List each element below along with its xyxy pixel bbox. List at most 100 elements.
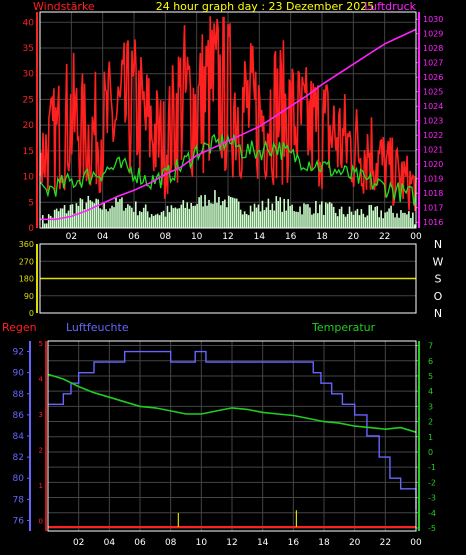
gust-bar bbox=[140, 212, 143, 228]
gust-bar bbox=[162, 210, 165, 228]
gust-bar bbox=[214, 190, 216, 228]
gust-bar bbox=[75, 203, 78, 228]
humidity-tick-label: 84 bbox=[13, 432, 25, 442]
gust-bar bbox=[156, 213, 159, 228]
gust-bar bbox=[105, 209, 107, 228]
gust-bar bbox=[305, 204, 307, 228]
pressure-tick-label: 1019 bbox=[423, 175, 443, 184]
humidity-tick-label: 80 bbox=[13, 474, 25, 484]
gust-bar bbox=[366, 215, 369, 228]
gust-bar bbox=[374, 206, 377, 228]
rain-tick-label: 5 bbox=[39, 340, 43, 348]
gust-bar bbox=[414, 224, 416, 228]
gust-bar bbox=[63, 205, 66, 228]
gust-bar bbox=[247, 215, 250, 228]
gust-bar bbox=[311, 214, 313, 228]
gust-bar bbox=[293, 211, 295, 228]
gust-bar bbox=[356, 208, 359, 228]
rain-tick-label: 0 bbox=[39, 517, 43, 525]
gust-bar bbox=[390, 205, 392, 228]
wind-axis-title: Windstärke bbox=[33, 0, 95, 13]
gust-bar bbox=[138, 211, 141, 228]
gust-bar bbox=[364, 217, 367, 228]
temperature-tick-label: -1 bbox=[428, 463, 436, 472]
time-tick-label: 20 bbox=[349, 538, 361, 548]
time-tick-label: 10 bbox=[196, 538, 208, 548]
pressure-tick-label: 1017 bbox=[423, 204, 443, 213]
gust-bar bbox=[400, 210, 402, 228]
wind-tick-label: 30 bbox=[23, 70, 35, 80]
direction-tick-label: 0 bbox=[29, 309, 34, 318]
gust-bar bbox=[115, 196, 117, 228]
humidity-panel-frame bbox=[47, 340, 417, 532]
gust-bar bbox=[358, 215, 361, 228]
temperature-tick-label: -3 bbox=[428, 494, 436, 503]
rain-axis-title: Regen bbox=[2, 321, 37, 334]
gust-bar bbox=[344, 216, 347, 228]
time-tick-label: 14 bbox=[254, 232, 266, 242]
pressure-tick-label: 1024 bbox=[423, 102, 443, 111]
gust-bar bbox=[317, 213, 319, 228]
gust-bar bbox=[241, 214, 244, 228]
gust-bar bbox=[257, 204, 260, 228]
gust-bar bbox=[174, 207, 177, 228]
time-tick-label: 18 bbox=[318, 538, 330, 548]
gust-bar bbox=[336, 216, 339, 228]
gust-bar bbox=[322, 214, 325, 228]
gust-bar bbox=[350, 211, 353, 228]
gust-bar bbox=[404, 212, 406, 228]
gust-bar bbox=[196, 204, 198, 228]
gust-bar bbox=[83, 209, 86, 228]
gust-bar bbox=[229, 197, 232, 228]
gust-bar bbox=[194, 205, 196, 228]
gust-bar bbox=[269, 209, 272, 228]
gust-bar bbox=[291, 204, 293, 228]
gust-bar bbox=[315, 200, 317, 228]
rain-tick-label: 4 bbox=[39, 376, 44, 384]
gust-bar bbox=[49, 215, 52, 228]
compass-label: N bbox=[434, 238, 442, 251]
wind-tick-label: 5 bbox=[28, 198, 34, 208]
gust-bar bbox=[158, 215, 161, 228]
gust-bar bbox=[372, 210, 375, 228]
gust-bar bbox=[113, 207, 115, 228]
pressure-tick-label: 1021 bbox=[423, 146, 443, 155]
time-tick-label: 02 bbox=[66, 232, 77, 242]
gust-bar bbox=[142, 207, 145, 228]
gust-bar bbox=[368, 205, 371, 228]
gust-bar bbox=[97, 199, 99, 228]
gust-bar bbox=[188, 208, 191, 228]
gust-bar bbox=[136, 215, 139, 228]
gust-bar bbox=[176, 208, 179, 228]
gust-bar bbox=[101, 209, 103, 228]
gust-bar bbox=[243, 211, 246, 228]
gust-bar bbox=[255, 207, 258, 228]
wind-tick-label: 35 bbox=[23, 44, 34, 54]
gust-bar bbox=[144, 204, 147, 228]
pressure-tick-label: 1026 bbox=[423, 73, 443, 82]
gust-bar bbox=[338, 209, 341, 228]
pressure-line bbox=[40, 28, 417, 221]
gust-bar bbox=[81, 199, 84, 228]
wind-tick-label: 0 bbox=[28, 224, 34, 234]
pressure-tick-label: 1025 bbox=[423, 88, 443, 97]
gust-bar bbox=[321, 201, 323, 228]
wind-tick-label: 25 bbox=[23, 95, 34, 105]
gust-bar bbox=[279, 197, 282, 228]
gust-bar bbox=[216, 202, 218, 228]
direction-tick-label: 360 bbox=[19, 240, 34, 249]
gust-bar bbox=[109, 208, 111, 228]
gust-bar bbox=[388, 208, 390, 228]
gust-bar bbox=[208, 199, 210, 228]
gust-bar bbox=[313, 213, 315, 228]
gust-bar bbox=[202, 206, 204, 228]
gust-bar bbox=[299, 206, 301, 228]
gust-bar bbox=[324, 202, 327, 228]
gust-bar bbox=[210, 203, 212, 228]
gust-bar bbox=[131, 207, 133, 228]
gust-bar bbox=[233, 198, 236, 228]
gust-bar bbox=[67, 210, 70, 228]
time-tick-label: 06 bbox=[128, 232, 140, 242]
gust-bar bbox=[346, 214, 349, 228]
time-tick-label: 08 bbox=[160, 232, 172, 242]
